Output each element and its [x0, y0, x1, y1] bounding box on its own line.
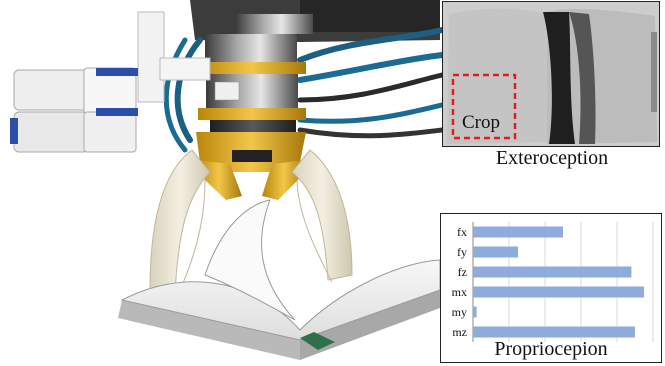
bar-fy	[473, 247, 518, 258]
exteroception-frame: Crop	[442, 1, 660, 147]
bar-fz	[473, 267, 631, 278]
wrist-force-sensor	[198, 34, 306, 132]
bar-mz	[473, 327, 635, 338]
crop-label: Crop	[462, 112, 500, 134]
tick-label-my: my	[452, 305, 467, 319]
tick-label-mx: mx	[452, 285, 467, 299]
bar-my	[473, 307, 477, 318]
gripper-base	[196, 132, 306, 200]
exteroception-title: Exteroception	[443, 148, 661, 168]
tick-label-fz: fz	[458, 265, 467, 279]
tick-label-mz: mz	[452, 325, 467, 339]
tick-label-fy: fy	[457, 245, 467, 259]
bar-fx	[473, 227, 563, 238]
tick-label-fx: fx	[457, 225, 467, 239]
proprioception-title: Propriocepion	[440, 339, 662, 359]
bar-mx	[473, 287, 644, 298]
